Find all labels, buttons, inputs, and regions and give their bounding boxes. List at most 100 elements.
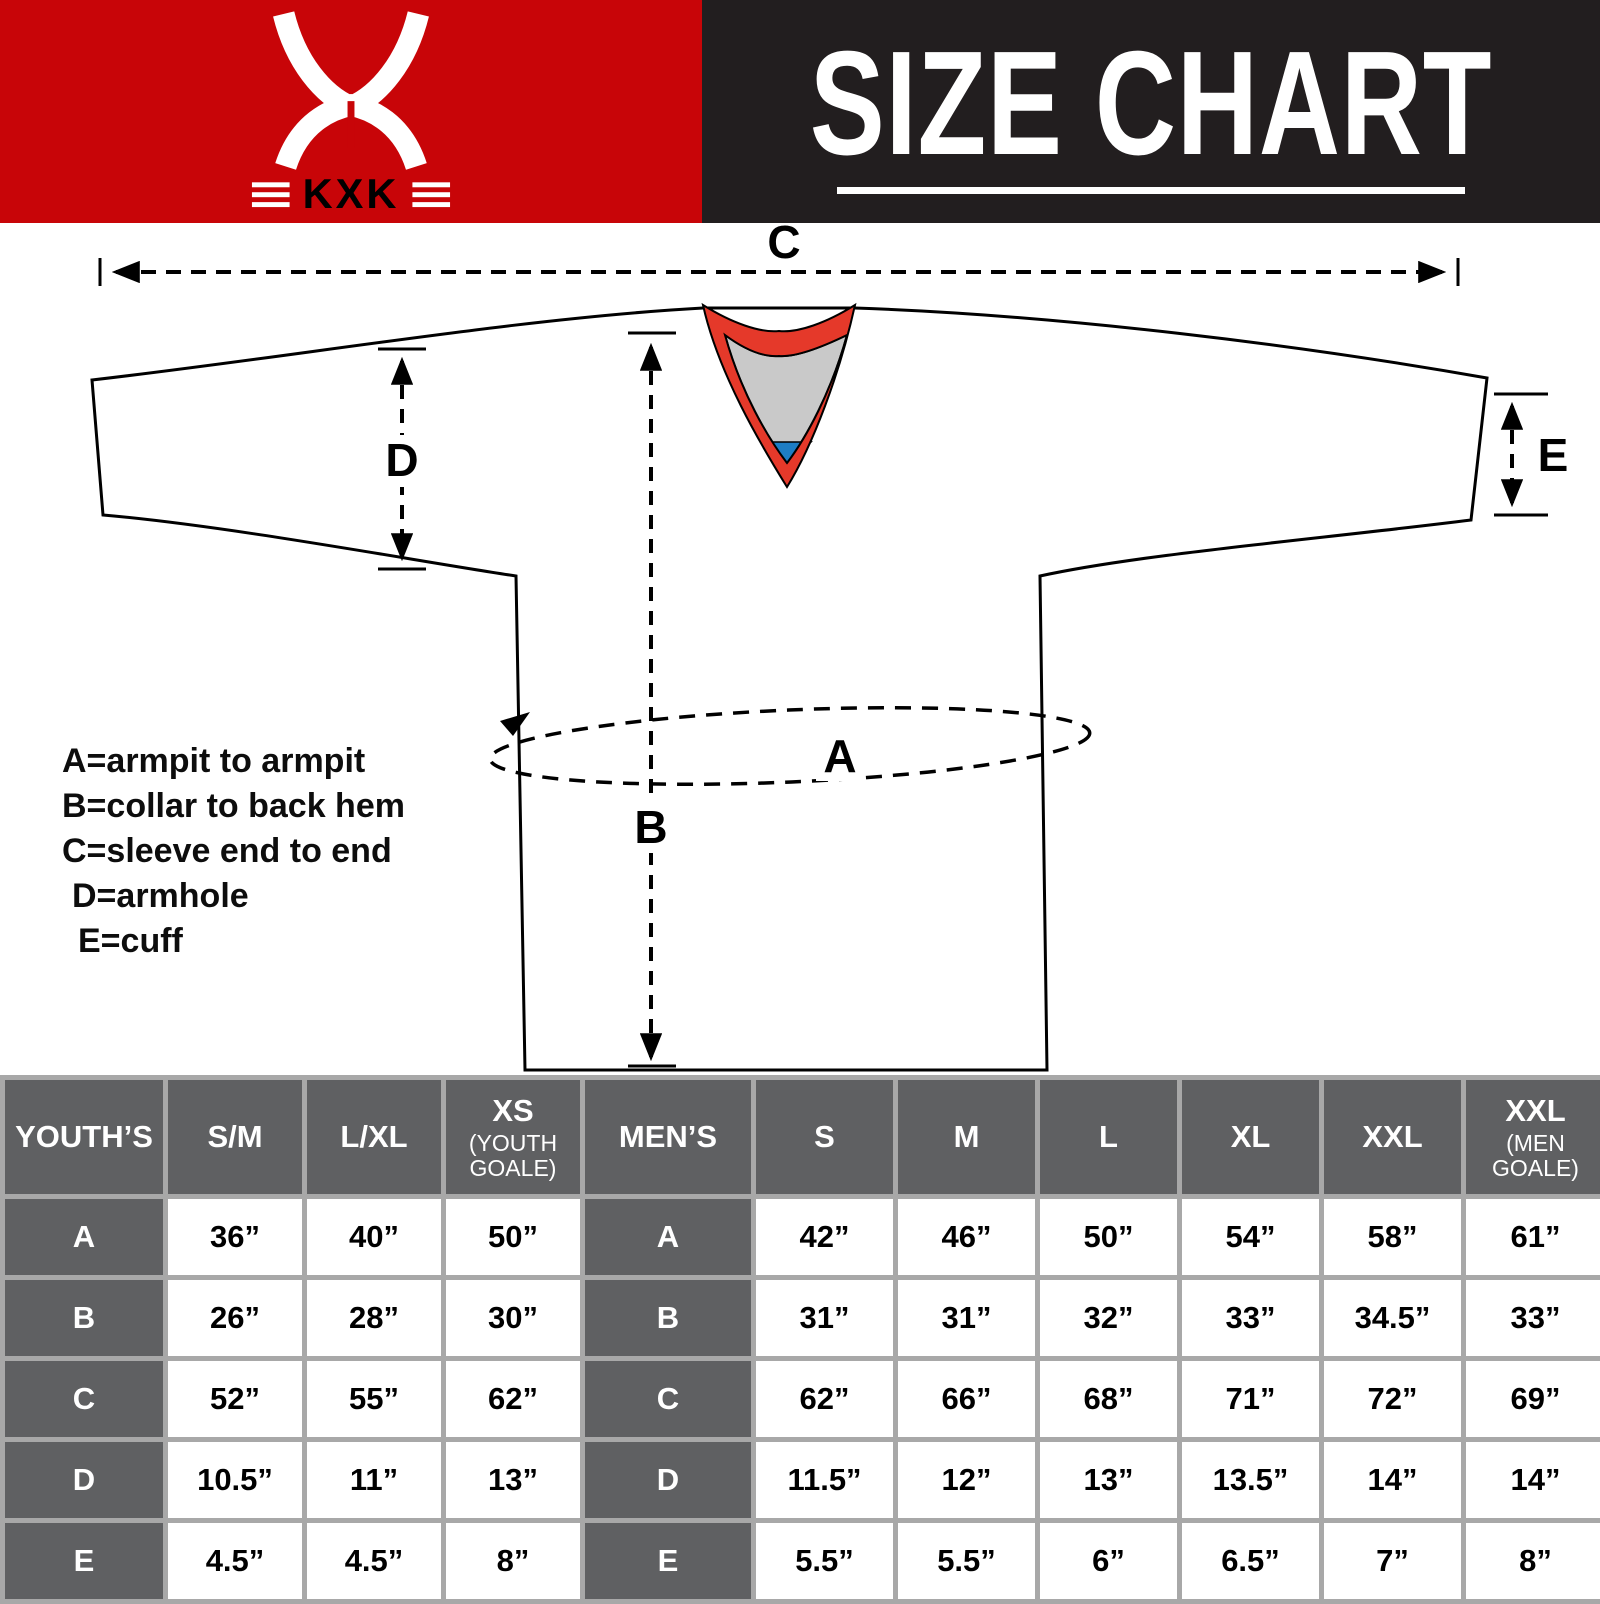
row-label-cell: A bbox=[5, 1199, 163, 1275]
size-col-header: M bbox=[898, 1080, 1035, 1194]
jersey-body-outline bbox=[90, 306, 1489, 1072]
size-value-cell: 50” bbox=[446, 1199, 580, 1275]
legend-item: D=armhole bbox=[72, 877, 249, 915]
youth-header-cell: YOUTH’S bbox=[5, 1080, 163, 1194]
measure-label-d: D bbox=[385, 434, 418, 486]
size-col-header: XL bbox=[1182, 1080, 1319, 1194]
size-value-cell: 13” bbox=[1040, 1442, 1177, 1518]
legend-item: B=collar to back hem bbox=[62, 787, 405, 825]
size-value-cell: 11.5” bbox=[756, 1442, 893, 1518]
row-label-cell: A bbox=[585, 1199, 751, 1275]
size-value-cell: 71” bbox=[1182, 1361, 1319, 1437]
men-header-cell: MEN’S bbox=[585, 1080, 751, 1194]
legend-item: E=cuff bbox=[78, 922, 183, 960]
size-value-cell: 32” bbox=[1040, 1280, 1177, 1356]
measure-e-arrow bbox=[1494, 392, 1548, 517]
measure-label-a-bg bbox=[816, 731, 864, 781]
row-label-cell: B bbox=[5, 1280, 163, 1356]
size-value-cell: 13.5” bbox=[1182, 1442, 1319, 1518]
size-value-cell: 4.5” bbox=[168, 1523, 302, 1599]
size-value-cell: 31” bbox=[756, 1280, 893, 1356]
title-panel: SIZE CHART bbox=[702, 0, 1600, 223]
brand-panel: KXK bbox=[0, 0, 702, 223]
size-value-cell: 14” bbox=[1324, 1442, 1461, 1518]
row-label-cell: D bbox=[5, 1442, 163, 1518]
size-value-cell: 4.5” bbox=[307, 1523, 441, 1599]
measure-label-d-bg bbox=[380, 435, 425, 487]
size-value-cell: 36” bbox=[168, 1199, 302, 1275]
legend-item: A=armpit to armpit bbox=[62, 742, 366, 780]
size-value-cell: 62” bbox=[446, 1361, 580, 1437]
table-row-a: A 36” 40” 50” A 42” 46” 50” 54” 58” 61” bbox=[5, 1199, 1600, 1275]
table-row-b: B 26” 28” 30” B 31” 31” 32” 33” 34.5” 33… bbox=[5, 1280, 1600, 1356]
size-col-header: S/M bbox=[168, 1080, 302, 1194]
table-row-d: D 10.5” 11” 13” D 11.5” 12” 13” 13.5” 14… bbox=[5, 1442, 1600, 1518]
size-value-cell: 68” bbox=[1040, 1361, 1177, 1437]
legend-item: C=sleeve end to end bbox=[62, 832, 392, 870]
size-value-cell: 7” bbox=[1324, 1523, 1461, 1599]
size-col-header-sub: (MEN GOALE) bbox=[1492, 1130, 1579, 1181]
measure-c-arrow bbox=[98, 258, 1460, 286]
row-label-cell: E bbox=[585, 1523, 751, 1599]
logo-bars-left bbox=[251, 181, 290, 207]
size-col-header: XXL bbox=[1324, 1080, 1461, 1194]
kxk-logo: KXK bbox=[251, 10, 451, 216]
jersey-svg: C D B E A bbox=[90, 223, 1568, 1072]
size-col-header: L/XL bbox=[307, 1080, 441, 1194]
size-value-cell: 33” bbox=[1466, 1280, 1600, 1356]
row-label-cell: B bbox=[585, 1280, 751, 1356]
table-row-e: E 4.5” 4.5” 8” E 5.5” 5.5” 6” 6.5” 7” 8” bbox=[5, 1523, 1600, 1599]
measure-b-arrow bbox=[628, 331, 676, 1068]
size-value-cell: 54” bbox=[1182, 1199, 1319, 1275]
logo-notch bbox=[337, 140, 365, 166]
size-col-header-xs: XS (YOUTH GOALE) bbox=[446, 1080, 580, 1194]
size-value-cell: 8” bbox=[446, 1523, 580, 1599]
measure-label-b-bg bbox=[627, 799, 675, 853]
size-value-cell: 42” bbox=[756, 1199, 893, 1275]
size-value-cell: 6” bbox=[1040, 1523, 1177, 1599]
size-value-cell: 10.5” bbox=[168, 1442, 302, 1518]
logo-text: KXK bbox=[303, 170, 400, 216]
size-value-cell: 30” bbox=[446, 1280, 580, 1356]
size-value-cell: 55” bbox=[307, 1361, 441, 1437]
collar-red-band bbox=[701, 302, 857, 489]
size-value-cell: 5.5” bbox=[756, 1523, 893, 1599]
size-value-cell: 69” bbox=[1466, 1361, 1600, 1437]
size-value-cell: 40” bbox=[307, 1199, 441, 1275]
size-col-header-label: XXL bbox=[1505, 1093, 1566, 1128]
size-value-cell: 8” bbox=[1466, 1523, 1600, 1599]
size-table: YOUTH’S S/M L/XL XS (YOUTH GOALE) MEN’S … bbox=[0, 1075, 1600, 1604]
size-value-cell: 13” bbox=[446, 1442, 580, 1518]
size-value-cell: 31” bbox=[898, 1280, 1035, 1356]
size-value-cell: 6.5” bbox=[1182, 1523, 1319, 1599]
measure-label-a: A bbox=[823, 730, 856, 782]
size-col-header: L bbox=[1040, 1080, 1177, 1194]
size-value-cell: 11” bbox=[307, 1442, 441, 1518]
size-value-cell: 34.5” bbox=[1324, 1280, 1461, 1356]
size-value-cell: 12” bbox=[898, 1442, 1035, 1518]
size-value-cell: 46” bbox=[898, 1199, 1035, 1275]
size-value-cell: 66” bbox=[898, 1361, 1035, 1437]
measure-label-c: C bbox=[767, 223, 800, 268]
measure-label-b: B bbox=[634, 801, 667, 853]
measurement-legend: A=armpit to armpit B=collar to back hem … bbox=[62, 739, 405, 964]
size-value-cell: 33” bbox=[1182, 1280, 1319, 1356]
size-value-cell: 50” bbox=[1040, 1199, 1177, 1275]
row-label-cell: C bbox=[5, 1361, 163, 1437]
size-col-header-label: XS bbox=[492, 1093, 534, 1128]
header-banner: KXK SIZE CHART bbox=[0, 0, 1600, 223]
size-value-cell: 72” bbox=[1324, 1361, 1461, 1437]
size-value-cell: 58” bbox=[1324, 1199, 1461, 1275]
size-value-cell: 52” bbox=[168, 1361, 302, 1437]
row-label-cell: E bbox=[5, 1523, 163, 1599]
size-col-header: S bbox=[756, 1080, 893, 1194]
size-value-cell: 62” bbox=[756, 1361, 893, 1437]
row-label-cell: D bbox=[585, 1442, 751, 1518]
size-value-cell: 14” bbox=[1466, 1442, 1600, 1518]
measure-a-ellipse bbox=[488, 705, 1092, 787]
size-value-cell: 5.5” bbox=[898, 1523, 1035, 1599]
page-title: SIZE CHART bbox=[809, 20, 1493, 186]
size-value-cell: 61” bbox=[1466, 1199, 1600, 1275]
table-row-c: C 52” 55” 62” C 62” 66” 68” 71” 72” 69” bbox=[5, 1361, 1600, 1437]
